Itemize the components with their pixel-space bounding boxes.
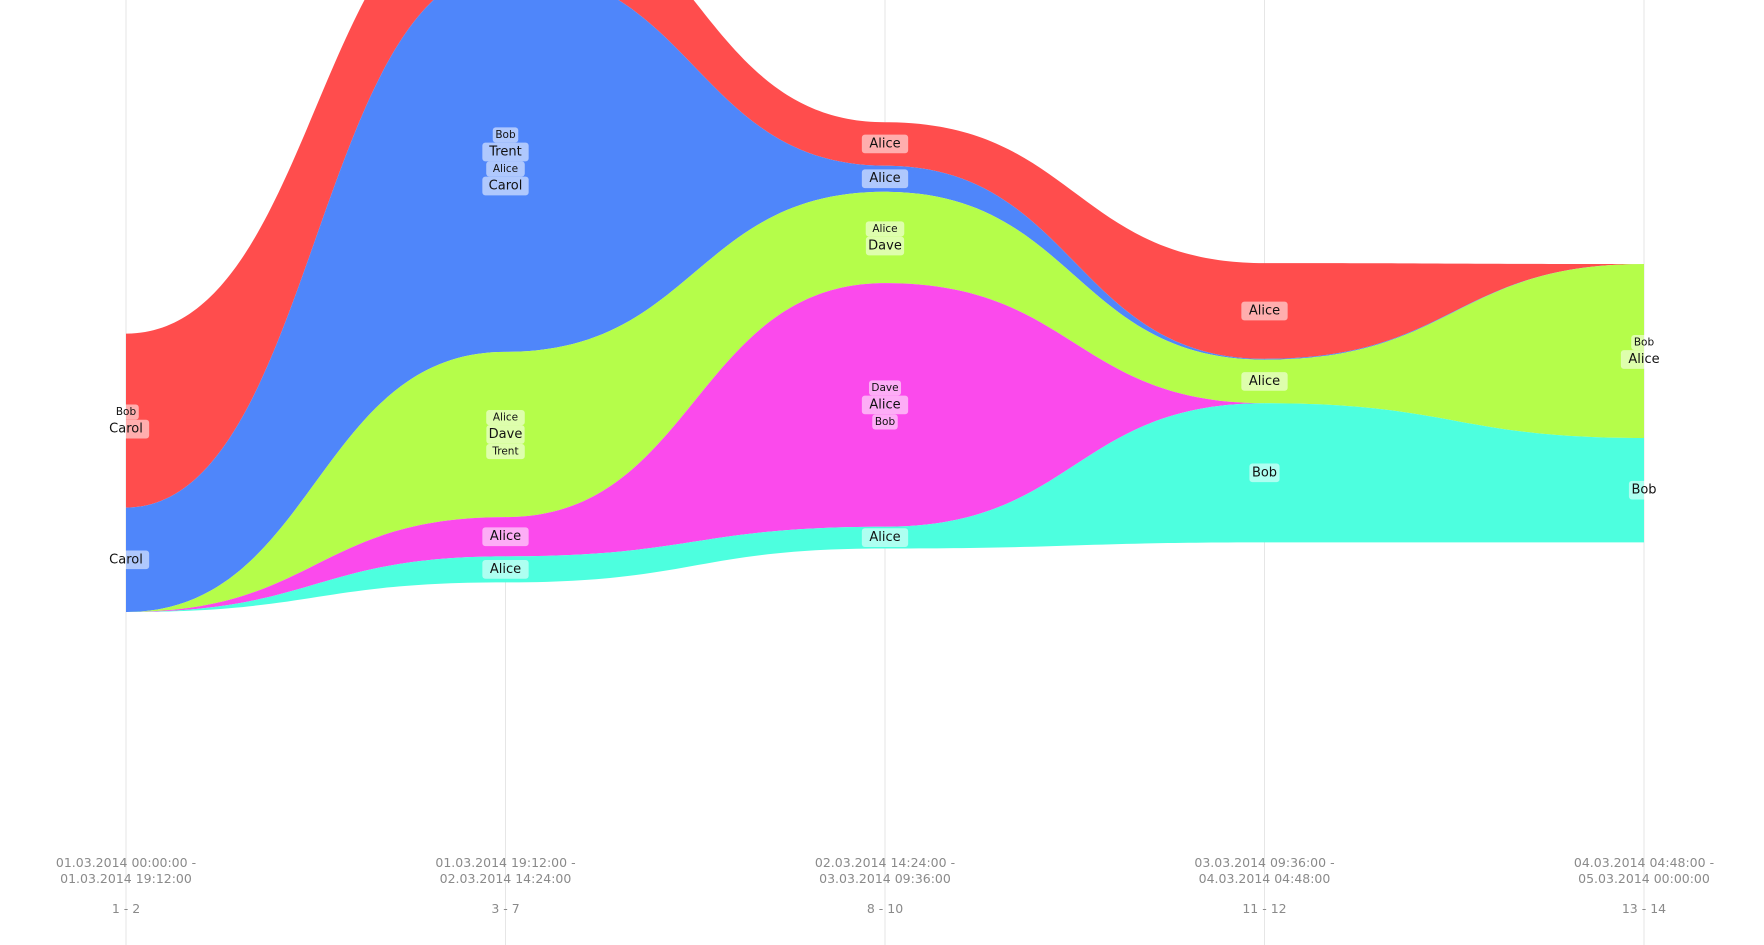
label-background (1628, 480, 1660, 500)
label-background (872, 414, 898, 430)
band-label: Dave (868, 380, 902, 396)
band-label: Alice (865, 221, 905, 237)
band-label-text: Alice (1628, 352, 1659, 367)
label-background (102, 550, 150, 570)
band-label-text: Alice (869, 136, 900, 151)
band-label-text: Alice (493, 412, 518, 424)
label-background (113, 404, 139, 420)
band-label-text: Bob (875, 416, 896, 428)
band-label: Bob (1628, 480, 1660, 500)
band-label: Alice (861, 528, 909, 547)
stream-band-5 (126, 403, 1644, 612)
label-background (1241, 301, 1288, 321)
label-background (865, 221, 905, 237)
axis-range-start: 01.03.2014 00:00:00 - (56, 855, 196, 870)
band-label-text: Bob (495, 129, 516, 141)
band-label: Alice (486, 409, 525, 426)
band-label: Bob (1249, 463, 1280, 483)
time-axis: 01.03.2014 00:00:00 -01.03.2014 19:12:00… (56, 855, 1714, 916)
band-label: Alice (486, 161, 525, 177)
band-label-text: Alice (1249, 303, 1280, 318)
band-label: Dave (486, 425, 525, 444)
label-background (1241, 372, 1288, 391)
band-label: Alice (861, 395, 909, 415)
label-background (486, 443, 525, 460)
label-background (861, 528, 909, 547)
label-background (486, 409, 525, 426)
label-background (1620, 350, 1668, 369)
label-background (1249, 463, 1280, 483)
axis-tick-range: 3 - 7 (491, 901, 519, 916)
label-background (482, 142, 529, 162)
band-label-text: Carol (109, 552, 143, 567)
band-label-text: Bob (1252, 465, 1277, 480)
axis-tick-range: 8 - 10 (867, 901, 903, 916)
label-background (492, 127, 519, 143)
band-labels: Bob Carol Carol Alice Dave Alice Alice Carol Bob… (102, 127, 1668, 579)
band-label: Alice (1241, 301, 1288, 321)
band-label-text: Dave (489, 427, 523, 442)
band-label: Trent (482, 142, 529, 162)
band-label: Alice (861, 134, 909, 154)
label-background (861, 169, 909, 189)
axis-range-start: 02.03.2014 14:24:00 - (815, 855, 955, 870)
stream-band-3 (126, 191, 1644, 613)
band-label: Carol (102, 550, 150, 570)
band-label-text: Alice (869, 530, 900, 545)
label-background (486, 425, 525, 444)
band-label-text: Alice (1249, 374, 1280, 389)
axis-tick-range: 13 - 14 (1622, 901, 1666, 916)
axis-range-end: 04.03.2014 04:48:00 (1199, 871, 1331, 886)
axis-tick-range: 11 - 12 (1242, 901, 1286, 916)
axis-range-start: 01.03.2014 19:12:00 - (435, 855, 575, 870)
band-label-text: Alice (493, 163, 518, 175)
band-label: Bob (872, 414, 898, 430)
band-label: Bob (1631, 334, 1657, 351)
band-label: Carol (102, 419, 150, 439)
axis-range-start: 04.03.2014 04:48:00 - (1574, 855, 1714, 870)
axis-range-end: 03.03.2014 09:36:00 (819, 871, 951, 886)
band-label-text: Carol (109, 422, 143, 437)
band-label-text: Alice (490, 529, 521, 544)
band-label: Alice (1241, 372, 1288, 391)
band-label-text: Dave (871, 382, 898, 394)
band-label-text: Trent (488, 144, 521, 159)
label-background (1631, 334, 1657, 351)
band-label: Carol (482, 176, 529, 196)
band-label-text: Trent (491, 446, 518, 458)
axis-range-end: 01.03.2014 19:12:00 (60, 871, 192, 886)
label-background (865, 236, 905, 256)
band-label: Alice (482, 560, 529, 579)
band-label: Dave (865, 236, 905, 256)
label-background (482, 560, 529, 579)
band-label: Alice (1620, 350, 1668, 369)
band-label: Bob (492, 127, 519, 143)
band-label-text: Dave (868, 238, 902, 253)
band-label-text: Alice (490, 562, 521, 577)
band-label-text: Alice (869, 397, 900, 412)
axis-tick-range: 1 - 2 (112, 901, 140, 916)
label-background (482, 527, 529, 547)
axis-range-end: 05.03.2014 00:00:00 (1578, 871, 1710, 886)
label-background (102, 419, 150, 439)
band-label: Bob (113, 404, 139, 420)
label-background (482, 176, 529, 196)
axis-range-end: 02.03.2014 14:24:00 (440, 871, 572, 886)
band-label-text: Carol (489, 178, 523, 193)
band-label-text: Bob (1634, 337, 1655, 349)
band-label: Trent (486, 443, 525, 460)
band-label-text: Alice (869, 171, 900, 186)
band-label-text: Bob (116, 406, 137, 418)
axis-range-start: 03.03.2014 09:36:00 - (1194, 855, 1334, 870)
band-label-text: Bob (1631, 483, 1656, 498)
band-label-text: Alice (872, 223, 897, 235)
band-label: Alice (861, 169, 909, 189)
label-background (861, 395, 909, 415)
label-background (868, 380, 902, 396)
band-label: Alice (482, 527, 529, 547)
label-background (861, 134, 909, 154)
label-background (486, 161, 525, 177)
